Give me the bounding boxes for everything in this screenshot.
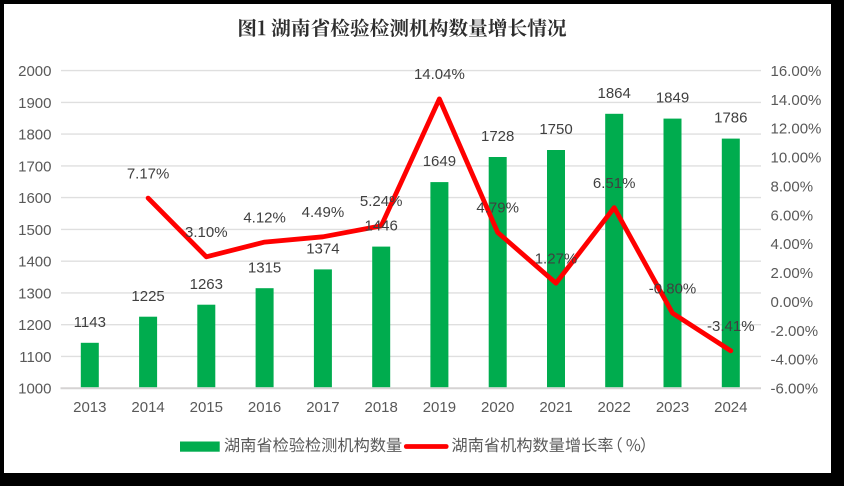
svg-text:1315: 1315 <box>248 259 281 276</box>
svg-text:6.00%: 6.00% <box>771 207 814 224</box>
svg-text:3.10%: 3.10% <box>185 224 228 241</box>
svg-text:1400: 1400 <box>18 254 51 271</box>
svg-text:1500: 1500 <box>18 222 51 239</box>
svg-text:1263: 1263 <box>190 276 223 293</box>
svg-text:1864: 1864 <box>598 85 631 102</box>
svg-text:14.04%: 14.04% <box>414 66 465 83</box>
svg-text:16.00%: 16.00% <box>771 63 822 80</box>
svg-text:2017: 2017 <box>306 399 339 416</box>
svg-text:1649: 1649 <box>423 153 456 170</box>
svg-text:2022: 2022 <box>598 399 631 416</box>
svg-text:1900: 1900 <box>18 95 51 112</box>
svg-text:0.00%: 0.00% <box>771 294 814 311</box>
svg-text:10.00%: 10.00% <box>771 150 822 167</box>
svg-text:2000: 2000 <box>18 63 51 80</box>
svg-text:1728: 1728 <box>481 128 514 145</box>
svg-text:2016: 2016 <box>248 399 281 416</box>
svg-text:-3.41%: -3.41% <box>707 318 755 335</box>
svg-text:8.00%: 8.00% <box>771 179 814 196</box>
svg-text:1000: 1000 <box>18 381 51 398</box>
svg-text:2014: 2014 <box>131 399 164 416</box>
svg-text:5.24%: 5.24% <box>360 193 403 210</box>
svg-text:1700: 1700 <box>18 158 51 175</box>
svg-text:-4.00%: -4.00% <box>771 352 819 369</box>
svg-text:1374: 1374 <box>306 241 339 258</box>
svg-text:2024: 2024 <box>714 399 747 416</box>
svg-text:1.27%: 1.27% <box>535 250 578 267</box>
svg-text:2015: 2015 <box>190 399 223 416</box>
svg-text:1143: 1143 <box>74 314 106 331</box>
svg-text:-0.80%: -0.80% <box>649 280 697 297</box>
svg-text:7.17%: 7.17% <box>127 165 170 182</box>
svg-text:1225: 1225 <box>131 288 164 305</box>
svg-text:1800: 1800 <box>18 127 51 144</box>
svg-text:1200: 1200 <box>18 317 51 334</box>
svg-text:4.00%: 4.00% <box>771 236 814 253</box>
svg-text:2.00%: 2.00% <box>771 265 814 282</box>
svg-text:1750: 1750 <box>539 121 572 138</box>
svg-text:1786: 1786 <box>714 110 747 127</box>
svg-text:14.00%: 14.00% <box>771 92 822 109</box>
svg-text:4.49%: 4.49% <box>302 204 345 221</box>
svg-text:1300: 1300 <box>18 285 51 302</box>
svg-text:2013: 2013 <box>73 399 106 416</box>
svg-text:2023: 2023 <box>656 399 689 416</box>
svg-text:-2.00%: -2.00% <box>771 323 819 340</box>
svg-text:-6.00%: -6.00% <box>771 381 819 398</box>
svg-text:6.51%: 6.51% <box>593 175 636 192</box>
svg-text:2018: 2018 <box>365 399 398 416</box>
svg-text:2019: 2019 <box>423 399 456 416</box>
svg-text:1446: 1446 <box>365 218 398 235</box>
svg-text:1100: 1100 <box>19 349 51 366</box>
svg-text:4.12%: 4.12% <box>243 209 286 226</box>
svg-text:1849: 1849 <box>656 90 689 107</box>
svg-text:1600: 1600 <box>18 190 51 207</box>
svg-text:2021: 2021 <box>539 399 572 416</box>
svg-text:2020: 2020 <box>481 399 514 416</box>
svg-text:4.79%: 4.79% <box>476 200 519 217</box>
svg-text:12.00%: 12.00% <box>771 121 822 138</box>
